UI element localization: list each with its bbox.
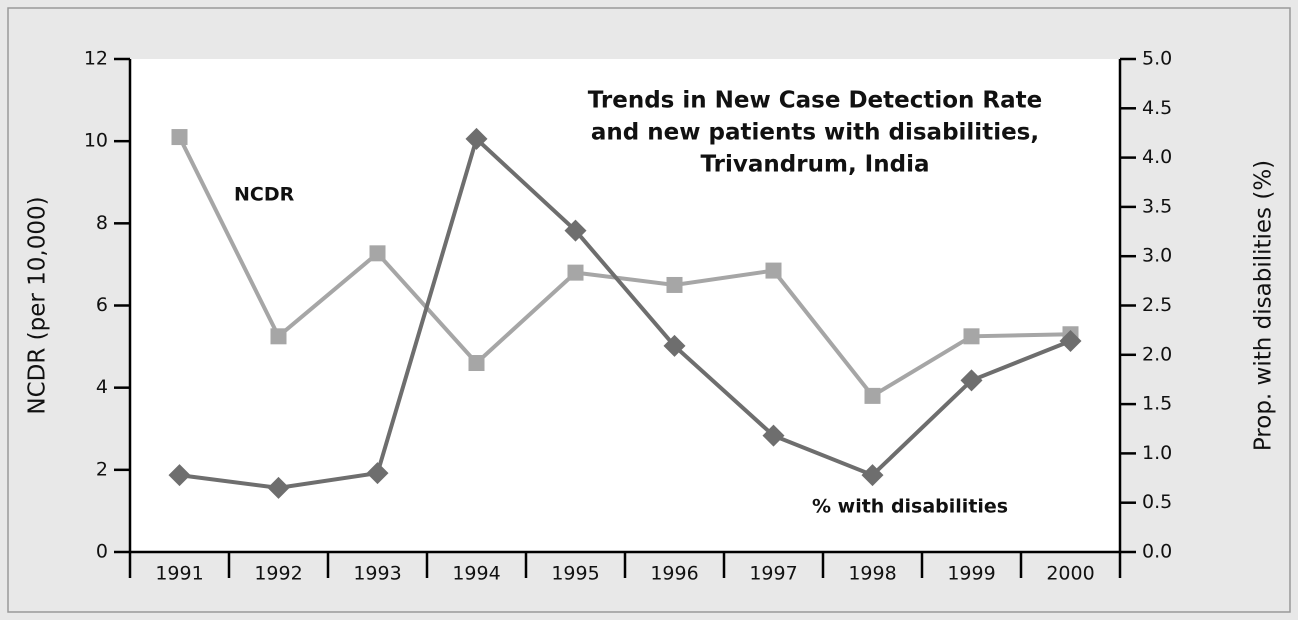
y2-tick-label: 3.5	[1142, 195, 1172, 217]
y2-tick-label: 4.5	[1142, 97, 1172, 119]
y2-tick-label: 0.0	[1142, 541, 1172, 563]
y2-tick-label: 4.0	[1142, 146, 1172, 168]
series-line	[179, 135, 1072, 490]
x-tick-label: 2000	[1046, 563, 1094, 585]
marker-diamond	[663, 334, 686, 357]
marker-square	[765, 262, 782, 279]
marker-square	[567, 264, 584, 281]
x-tick-label: 1995	[551, 563, 599, 585]
x-tick-label: 1999	[947, 563, 995, 585]
y-tick-label: 10	[84, 130, 108, 152]
series-line	[177, 136, 1071, 399]
x-tick-label: 1997	[749, 563, 797, 585]
y2-tick-label: 0.5	[1142, 491, 1172, 513]
frame	[7, 7, 1291, 613]
x-tick-label: 1992	[254, 563, 302, 585]
marker-square	[864, 387, 881, 404]
plot-area	[130, 59, 1120, 552]
y2-tick-label: 3.0	[1142, 245, 1172, 267]
marker-diamond	[762, 424, 785, 447]
x-tick-label: 1998	[848, 563, 896, 585]
marker-diamond	[168, 464, 191, 487]
y2-tick-label: 1.0	[1142, 442, 1172, 464]
y-tick-label: 2	[96, 458, 108, 480]
marker-diamond	[861, 464, 884, 487]
y-tick-label: 12	[84, 48, 108, 70]
marker-diamond	[1059, 329, 1082, 352]
marker-square	[270, 328, 287, 345]
marker-square	[468, 355, 485, 372]
marker-diamond	[267, 476, 290, 499]
chart-title: Trends in New Case Detection Rate	[588, 88, 1043, 114]
chart-title: Trivandrum, India	[701, 152, 930, 178]
y2-axis-title: Prop. with disabilities (%)	[1251, 160, 1277, 451]
x-tick-label: 1994	[452, 563, 500, 585]
y2-tick-label: 2.0	[1142, 343, 1172, 365]
marker-diamond	[465, 127, 488, 150]
marker-square	[963, 328, 980, 345]
y2-tick-label: 2.5	[1142, 294, 1172, 316]
marker-square	[369, 245, 386, 262]
y2-tick-label: 5.0	[1142, 48, 1172, 70]
marker-square	[171, 129, 188, 146]
x-tick-label: 1993	[353, 563, 401, 585]
y-tick-label: 4	[96, 376, 108, 398]
y-tick-label: 6	[96, 294, 108, 316]
marker-square	[666, 276, 683, 293]
x-tick-label: 1996	[650, 563, 698, 585]
y-tick-label: 8	[96, 212, 108, 234]
y-axis-title: NCDR (per 10,000)	[25, 196, 51, 414]
annotation: NCDR	[234, 184, 295, 206]
y2-tick-label: 1.5	[1142, 393, 1172, 415]
y-tick-label: 0	[96, 541, 108, 563]
x-tick-label: 1991	[155, 563, 203, 585]
marker-diamond	[564, 219, 587, 242]
annotation: % with disabilities	[812, 496, 1008, 518]
chart-title: and new patients with disabilities,	[591, 120, 1039, 146]
marker-diamond	[960, 369, 983, 392]
marker-diamond	[366, 462, 389, 485]
